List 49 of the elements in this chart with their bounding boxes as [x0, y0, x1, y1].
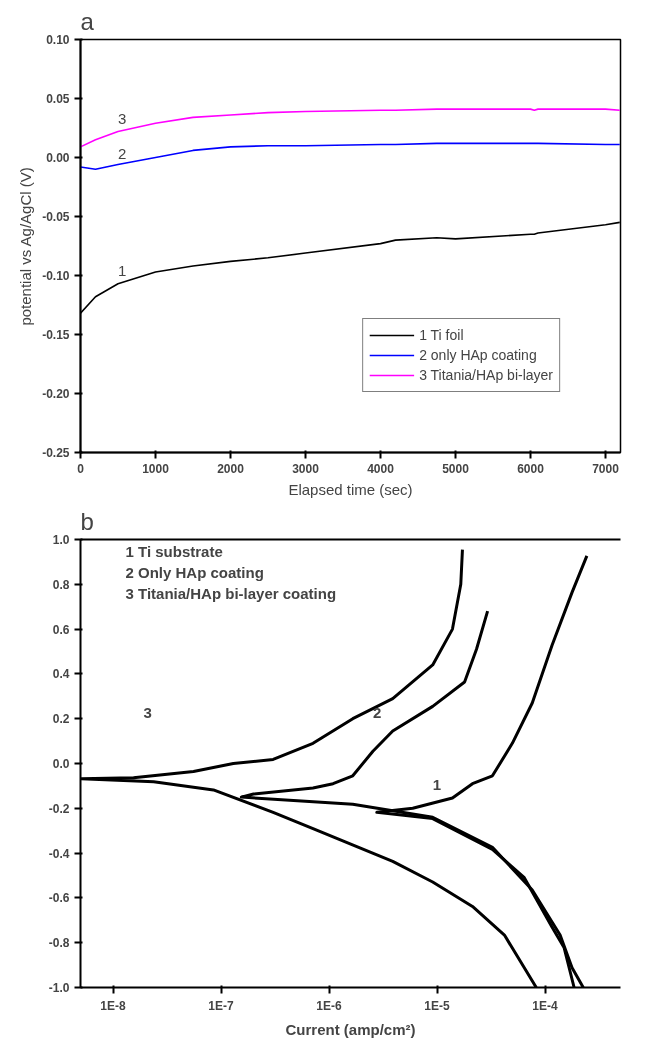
x-tick-label: 1000 — [142, 461, 170, 476]
x-tick-label: 1E-7 — [208, 998, 235, 1013]
y-tick-label: -0.05 — [42, 210, 70, 224]
y-tick-label: -0.8 — [48, 936, 70, 951]
annotation: 1 — [118, 261, 127, 279]
y-tick-label: 0.05 — [46, 92, 70, 106]
annotation: 2 — [373, 703, 382, 721]
y-tick-label: 1.0 — [52, 533, 70, 547]
y-tick-label: -1.0 — [48, 981, 70, 995]
y-tick-label: 0.00 — [46, 151, 70, 165]
annotation: 1 Ti substrate — [125, 542, 223, 560]
y-tick-label: -0.20 — [42, 387, 70, 401]
x-axis-title: Current (amp/cm²) — [285, 1020, 416, 1038]
x-tick-label: 0 — [77, 461, 85, 476]
annotation: 1 — [432, 776, 442, 794]
x-axis-title: Elapsed time (sec) — [288, 480, 413, 498]
x-tick-label: 3000 — [292, 461, 320, 476]
x-tick-label: 5000 — [442, 461, 470, 476]
y-tick-label: -0.25 — [42, 446, 70, 460]
chart-title: b — [80, 507, 94, 535]
annotation: 3 — [118, 109, 127, 127]
y-tick-label: 0.8 — [52, 577, 70, 592]
annotation: 3 — [143, 703, 152, 721]
x-tick-label: 2000 — [217, 461, 245, 476]
y-tick-label: -0.15 — [42, 328, 70, 342]
y-tick-label: 0.2 — [52, 712, 70, 727]
y-tick-label: -0.4 — [48, 846, 70, 861]
x-tick-label: 1E-5 — [424, 998, 451, 1013]
y-tick-label: -0.6 — [48, 891, 70, 906]
x-tick-label: 1E-4 — [532, 998, 559, 1013]
y-tick-label: 0.4 — [52, 667, 70, 682]
chart-title: a — [80, 7, 95, 35]
y-tick-label: -0.10 — [42, 269, 70, 283]
x-tick-label: 7000 — [592, 461, 620, 476]
annotation: 2 — [118, 144, 127, 162]
legend-label: 1 Ti foil — [419, 327, 464, 343]
x-tick-label: 1E-6 — [316, 998, 343, 1013]
legend-label: 2 only HAp coating — [419, 347, 537, 363]
y-tick-label: 0.6 — [52, 622, 70, 637]
y-tick-label: 0.0 — [52, 757, 70, 771]
annotation: 2 Only HAp coating — [125, 563, 264, 581]
annotation: 3 Titania/HAp bi-layer coating — [125, 584, 337, 602]
y-tick-label: 0.10 — [46, 33, 70, 47]
x-tick-label: 1E-8 — [100, 998, 127, 1013]
legend-label: 3 Titania/HAp bi-layer — [419, 367, 553, 383]
y-axis-title: potential vs Ag/AgCl (V) — [17, 167, 35, 326]
x-tick-label: 4000 — [367, 461, 395, 476]
y-tick-label: -0.2 — [48, 801, 70, 816]
x-tick-label: 6000 — [517, 461, 545, 476]
